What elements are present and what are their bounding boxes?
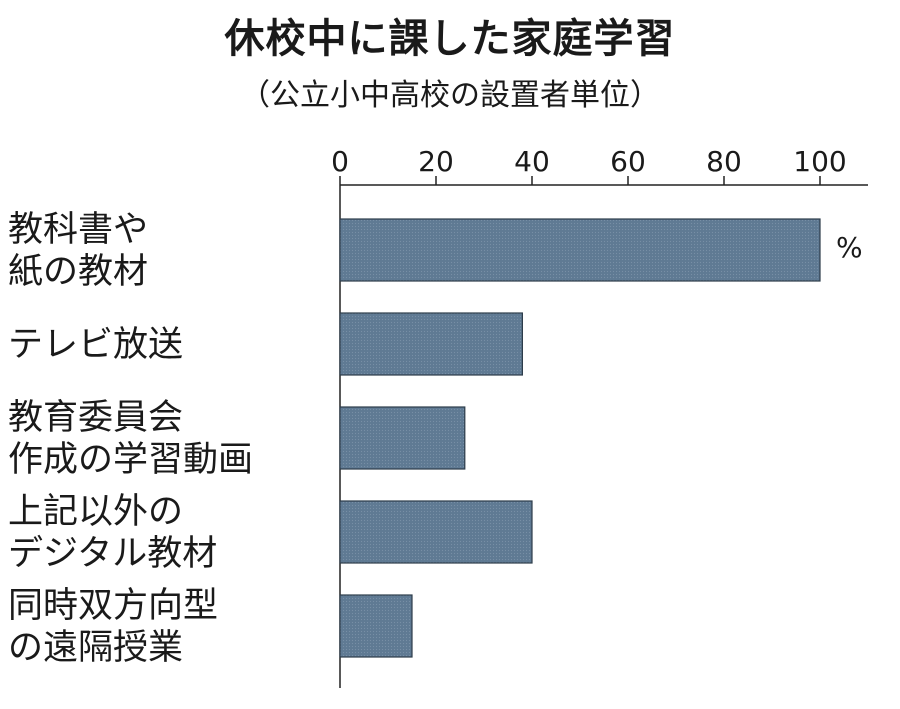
category-label: 作成の学習動画 bbox=[8, 440, 253, 480]
category-label: 教育委員会 bbox=[8, 398, 183, 438]
bar bbox=[339, 218, 821, 282]
category-label: 教科書や bbox=[8, 210, 148, 250]
chart-title: 休校中に課した家庭学習 bbox=[224, 16, 676, 62]
unit-label: % bbox=[836, 231, 863, 264]
category-label: テレビ放送 bbox=[8, 325, 183, 365]
bar bbox=[339, 594, 413, 658]
bar bbox=[339, 312, 523, 376]
category-label: 同時双方向型 bbox=[8, 586, 218, 626]
x-tick-label: 60 bbox=[610, 145, 646, 178]
bar bbox=[339, 500, 533, 564]
category-label: の遠隔授業 bbox=[8, 628, 183, 668]
axis-layer: 0 20 40 60 80 100 bbox=[331, 145, 868, 688]
x-tick-label: 100 bbox=[793, 145, 846, 178]
category-label: 紙の教材 bbox=[8, 252, 148, 292]
bar-layer bbox=[339, 218, 821, 658]
bar bbox=[339, 406, 466, 470]
x-tick-label: 80 bbox=[706, 145, 742, 178]
chart-subtitle: （公立小中高校の設置者単位） bbox=[240, 78, 660, 113]
label-layer: 教科書や紙の教材テレビ放送教育委員会作成の学習動画上記以外のデジタル教材同時双方… bbox=[8, 210, 863, 668]
category-label: 上記以外の bbox=[8, 492, 183, 532]
x-tick-label: 20 bbox=[418, 145, 454, 178]
x-tick-label: 0 bbox=[331, 145, 349, 178]
category-label: デジタル教材 bbox=[8, 534, 217, 574]
x-tick-label: 40 bbox=[514, 145, 550, 178]
